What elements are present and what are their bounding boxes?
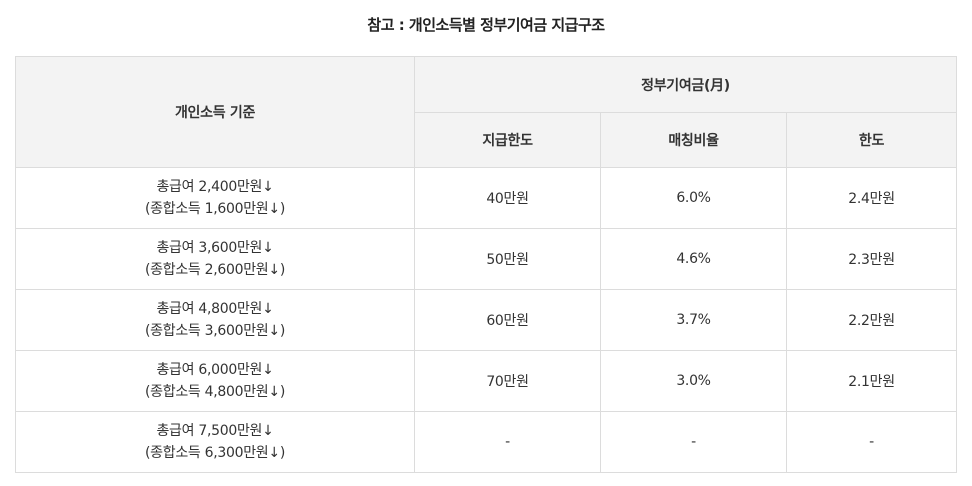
payment-limit-cell: 40만원 [414,167,601,229]
header-cap: 한도 [785,112,958,168]
header-row-1: 개인소득 기준 정부기여금(月) [15,56,958,168]
header-row-2: 지급한도 매칭비율 한도 [16,112,958,168]
payment-limit-cell: 60만원 [414,289,601,351]
table-row: 총급여 7,500만원↓ (종합소득 6,300만원↓) - - - [15,411,958,473]
cap-cell: 2.3만원 [785,228,958,290]
criteria-cell: 총급여 6,000만원↓ (종합소득 4,800만원↓) [15,350,415,412]
criteria-cell: 총급여 2,400만원↓ (종합소득 1,600만원↓) [15,167,415,229]
cap-cell: - [785,411,958,473]
matching-rate-cell: 4.6% [600,228,787,290]
payment-limit-cell: 70만원 [414,350,601,412]
criteria-cell: 총급여 7,500만원↓ (종합소득 6,300만원↓) [15,411,415,473]
cap-cell: 2.1만원 [785,350,958,412]
total-income-text: (종합소득 6,300만원↓) [145,445,285,461]
table-title: 참고 : 개인소득별 정부기여금 지급구조 [367,16,605,34]
matching-rate-cell: 3.7% [600,289,787,351]
contribution-table: 개인소득 기준 정부기여금(月) 지급한도 매칭비율 한도 총급여 2,400만… [15,56,958,473]
cap-cell: 2.2만원 [785,289,958,351]
total-income-text: (종합소득 2,600만원↓) [145,262,285,278]
total-income-text: (종합소득 3,600만원↓) [145,323,285,339]
matching-rate-cell: - [600,411,787,473]
payment-limit-cell: 50만원 [414,228,601,290]
header-matching-rate: 매칭비율 [600,112,787,168]
table-row: 총급여 3,600만원↓ (종합소득 2,600만원↓) 50만원 4.6% 2… [15,228,958,290]
header-government-contribution: 정부기여금(月) [413,56,958,113]
header-criteria: 개인소득 기준 [15,56,415,168]
gross-salary-text: 총급여 7,500만원↓ [156,423,274,439]
criteria-cell: 총급여 3,600만원↓ (종합소득 2,600만원↓) [15,228,415,290]
payment-limit-cell: - [414,411,601,473]
gross-salary-text: 총급여 2,400만원↓ [156,179,274,195]
total-income-text: (종합소득 4,800만원↓) [145,384,285,400]
gross-salary-text: 총급여 3,600만원↓ [156,240,274,256]
header-payment-limit: 지급한도 [414,112,601,168]
table-row: 총급여 6,000만원↓ (종합소득 4,800만원↓) 70만원 3.0% 2… [15,350,958,412]
matching-rate-cell: 6.0% [600,167,787,229]
cap-cell: 2.4만원 [785,167,958,229]
table-row: 총급여 2,400만원↓ (종합소득 1,600만원↓) 40만원 6.0% 2… [15,167,958,229]
gross-salary-text: 총급여 4,800만원↓ [156,301,274,317]
gross-salary-text: 총급여 6,000만원↓ [156,362,274,378]
table-row: 총급여 4,800만원↓ (종합소득 3,600만원↓) 60만원 3.7% 2… [15,289,958,351]
criteria-cell: 총급여 4,800만원↓ (종합소득 3,600만원↓) [15,289,415,351]
total-income-text: (종합소득 1,600만원↓) [145,201,285,217]
matching-rate-cell: 3.0% [600,350,787,412]
